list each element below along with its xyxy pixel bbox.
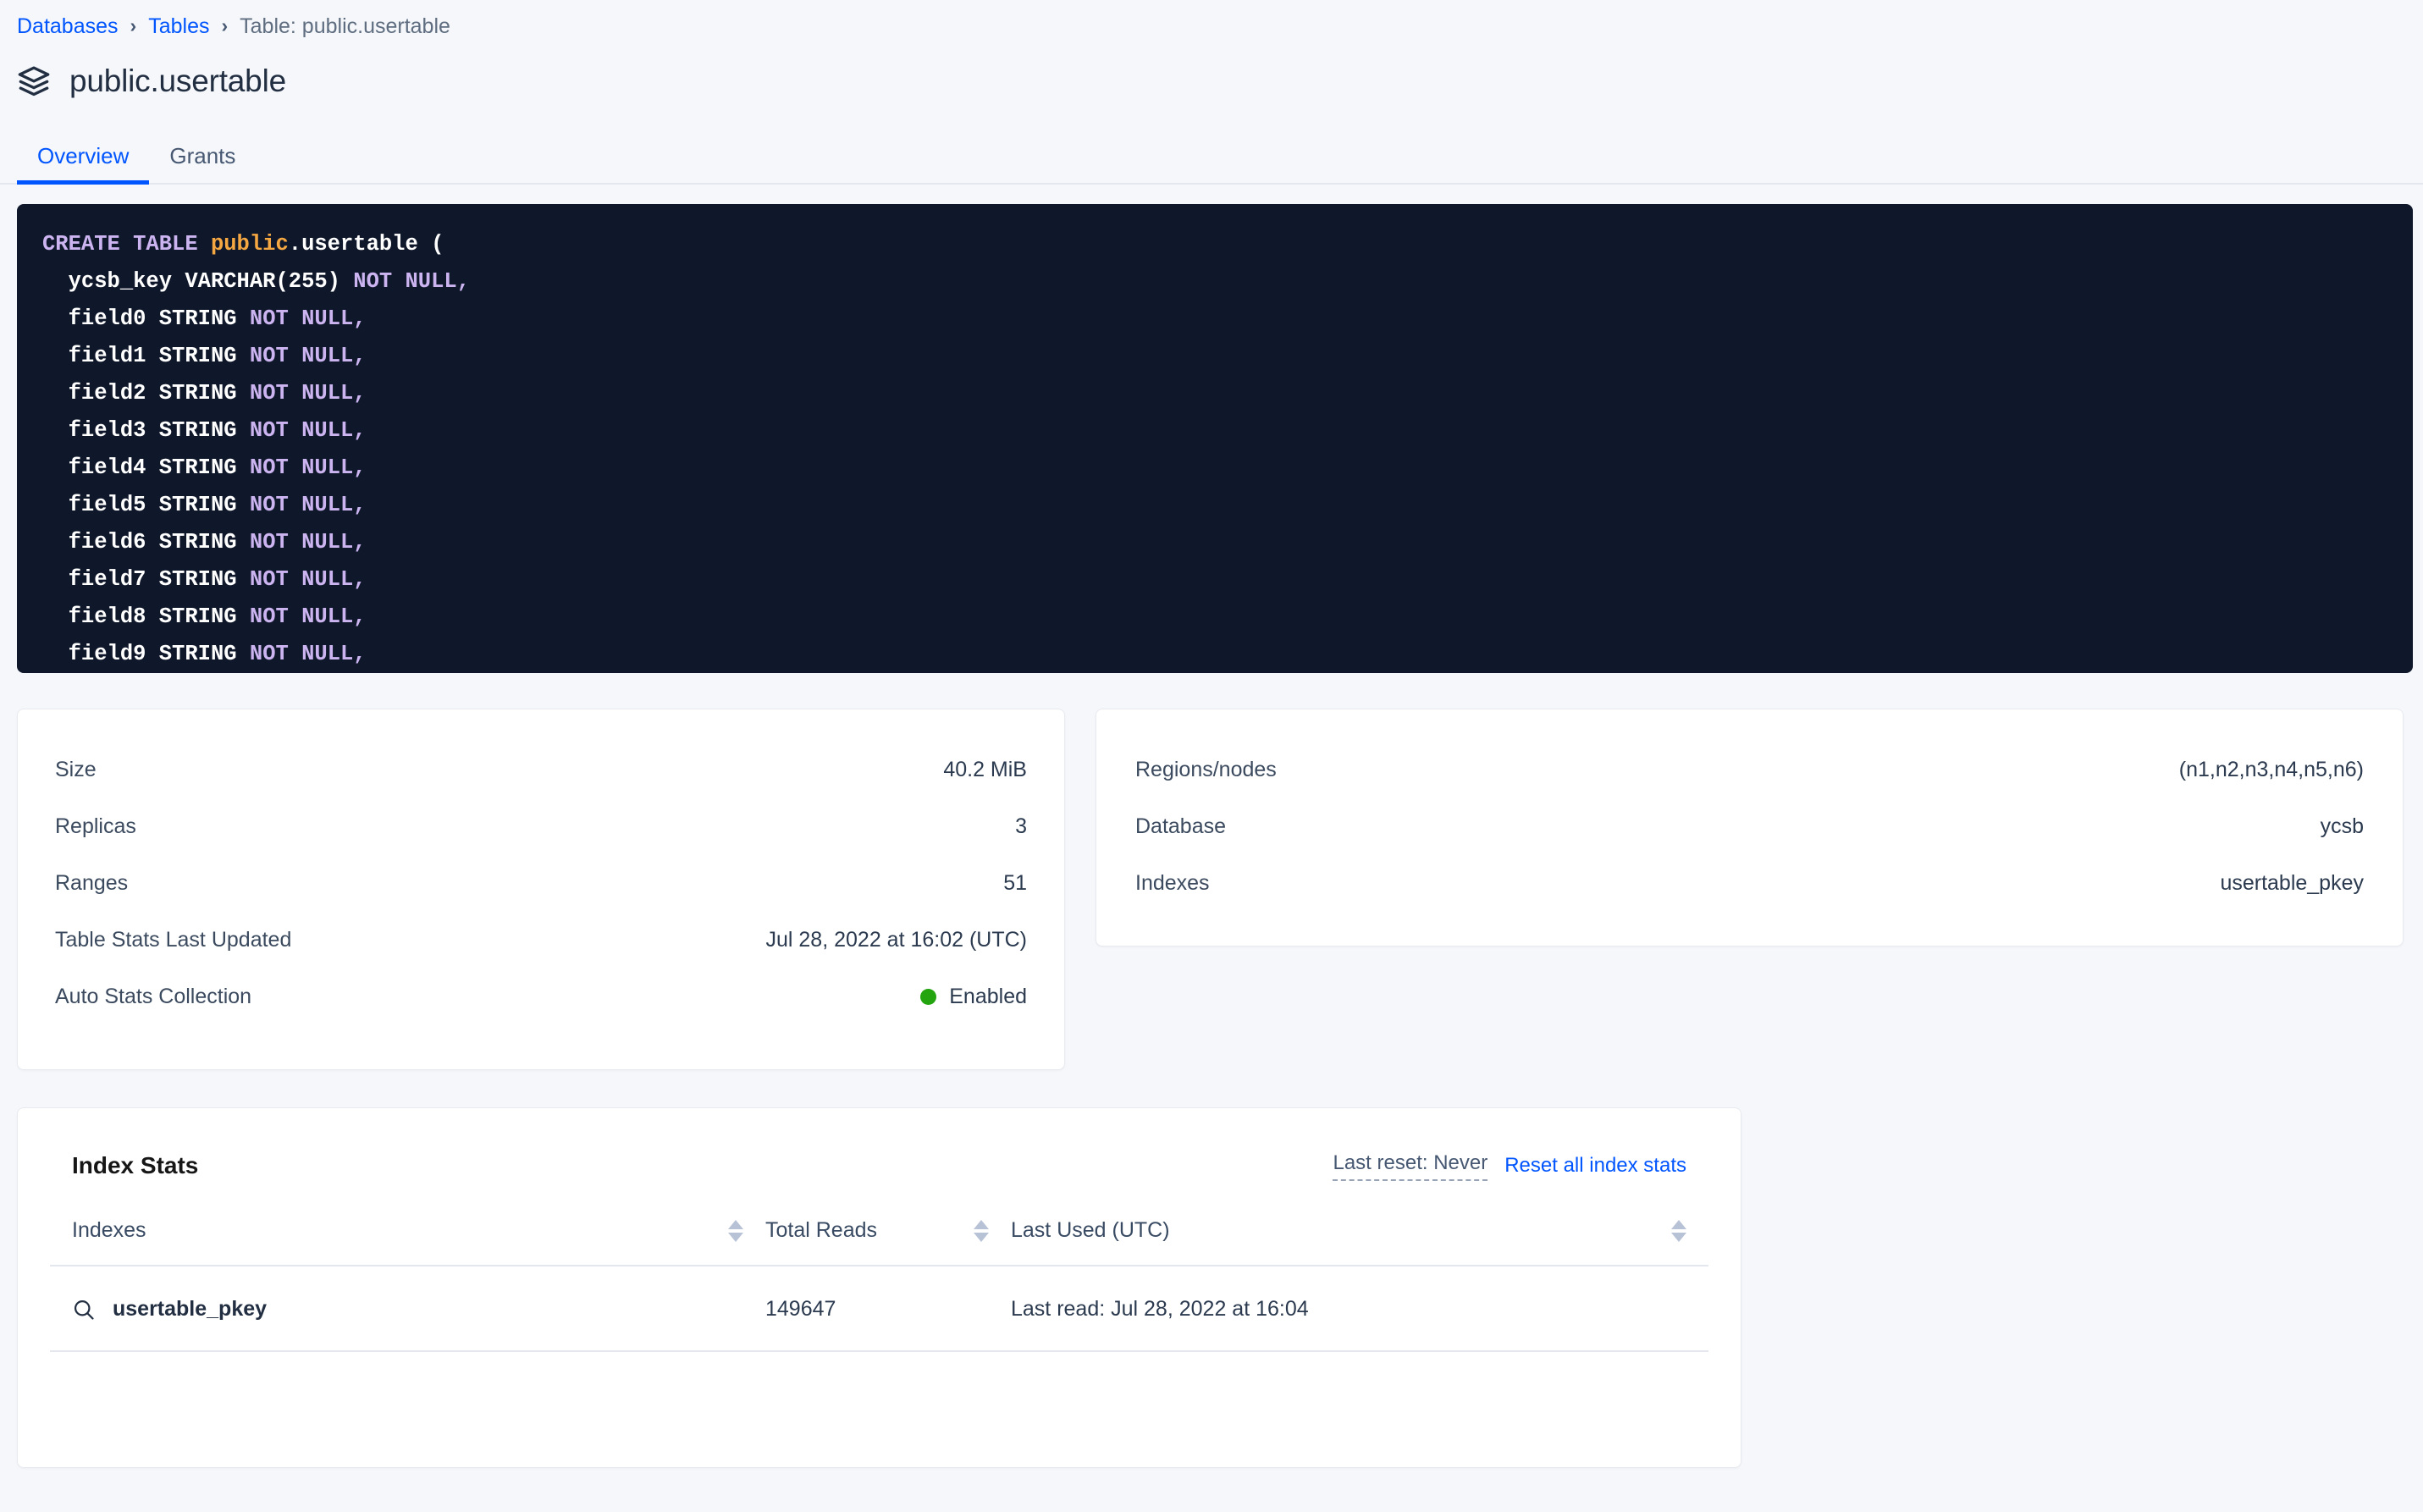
stat-label: Ranges: [55, 871, 129, 895]
column-header-indexes[interactable]: Indexes: [50, 1218, 765, 1266]
breadcrumb-item-tables[interactable]: Tables: [148, 14, 210, 38]
column-header-label: Indexes: [72, 1218, 146, 1242]
sql-column-line: field7 STRING NOT NULL,: [68, 567, 367, 592]
reset-all-index-stats-link[interactable]: Reset all index stats: [1504, 1154, 1686, 1177]
create-table-code-block: CREATE TABLE public.usertable ( ycsb_key…: [17, 204, 2413, 673]
index-stats-actions: Last reset: Never Reset all index stats: [1333, 1151, 1686, 1181]
table-header-row: Indexes Total Reads Last Used (UTC): [50, 1218, 1708, 1266]
stat-label: Table Stats Last Updated: [55, 928, 292, 952]
database-stack-icon: [17, 64, 51, 98]
stat-label: Indexes: [1135, 871, 1210, 895]
page-header: public.usertable: [0, 41, 2423, 107]
last-used-value: Last read: Jul 28, 2022 at 16:04: [1011, 1297, 1309, 1321]
stat-value: Jul 28, 2022 at 16:02 (UTC): [765, 928, 1028, 952]
stat-row-regions-nodes: Regions/nodes (n1,n2,n3,n4,n5,n6): [1135, 742, 2364, 798]
stat-value: usertable_pkey: [2220, 871, 2364, 895]
column-header-total-reads[interactable]: Total Reads: [765, 1218, 1011, 1266]
status-dot-icon: [920, 989, 937, 1005]
cell-total-reads: 149647: [765, 1266, 1011, 1352]
total-reads-value: 149647: [765, 1297, 836, 1321]
stat-value: 3: [1015, 814, 1027, 838]
column-header-last-used[interactable]: Last Used (UTC): [1011, 1218, 1708, 1266]
stat-value: 51: [1003, 871, 1027, 895]
breadcrumb-chevron-icon: ›: [130, 14, 137, 36]
stat-row-size: Size 40.2 MiB: [55, 742, 1027, 798]
stat-row-table-stats-last-updated: Table Stats Last Updated Jul 28, 2022 at…: [55, 912, 1027, 968]
column-header-label: Total Reads: [765, 1218, 878, 1242]
table-placement-card: Regions/nodes (n1,n2,n3,n4,n5,n6) Databa…: [1096, 709, 2404, 946]
index-name-link[interactable]: usertable_pkey: [113, 1297, 268, 1321]
index-stats-card: Index Stats Last reset: Never Reset all …: [17, 1107, 1741, 1468]
stat-row-replicas: Replicas 3: [55, 798, 1027, 855]
sql-column-line: field4 STRING NOT NULL,: [68, 455, 367, 480]
stat-label: Database: [1135, 814, 1227, 838]
stat-row-ranges: Ranges 51: [55, 855, 1027, 912]
cell-index-name: usertable_pkey: [50, 1266, 765, 1352]
status-badge: Enabled: [920, 985, 1027, 1009]
index-stats-header: Index Stats Last reset: Never Reset all …: [50, 1142, 1708, 1189]
cell-last-used: Last read: Jul 28, 2022 at 16:04: [1011, 1266, 1708, 1352]
tab-grants[interactable]: Grants: [169, 143, 236, 168]
sql-column-line: field8 STRING NOT NULL,: [68, 604, 367, 629]
sort-total-reads-icon[interactable]: [974, 1219, 989, 1242]
sql-column-line: field2 STRING NOT NULL,: [68, 381, 367, 406]
sql-table-name: .usertable (: [288, 232, 444, 257]
breadcrumb-item-current: Table: public.usertable: [240, 14, 450, 38]
magnifier-icon[interactable]: [72, 1298, 96, 1322]
page-title: public.usertable: [69, 63, 286, 98]
stat-value: (n1,n2,n3,n4,n5,n6): [2178, 758, 2364, 781]
stat-row-auto-stats-collection: Auto Stats Collection Enabled: [55, 968, 1027, 1025]
sql-column-line: field9 STRING NOT NULL,: [68, 642, 367, 666]
sql-column-line: ycsb_key VARCHAR(255) NOT NULL,: [68, 269, 471, 294]
index-stats-table: Indexes Total Reads Last Used (UTC): [50, 1218, 1708, 1352]
sort-last-used-icon[interactable]: [1671, 1219, 1686, 1242]
stat-row-indexes: Indexes usertable_pkey: [1135, 855, 2364, 912]
breadcrumb-chevron-icon: ›: [221, 14, 229, 36]
table-row: usertable_pkey 149647 Last read: Jul 28,…: [50, 1266, 1708, 1352]
sql-column-line: field1 STRING NOT NULL,: [68, 344, 367, 368]
sql-column-line: field6 STRING NOT NULL,: [68, 530, 367, 555]
index-stats-title: Index Stats: [72, 1152, 199, 1178]
breadcrumb-item-databases[interactable]: Databases: [17, 14, 119, 38]
sql-schema-name: public: [210, 232, 289, 257]
stat-label: Size: [55, 758, 97, 781]
stat-row-database: Database ycsb: [1135, 798, 2364, 855]
sql-column-line: field3 STRING NOT NULL,: [68, 418, 367, 443]
stat-value: 40.2 MiB: [943, 758, 1027, 781]
stat-label: Auto Stats Collection: [55, 985, 252, 1008]
create-table-statement: CREATE TABLE public.usertable ( ycsb_key…: [42, 226, 2387, 673]
sort-indexes-icon[interactable]: [728, 1219, 743, 1242]
tab-bar: Overview Grants: [0, 112, 2423, 185]
stats-cards-row: Size 40.2 MiB Replicas 3 Ranges 51 Table…: [17, 709, 2423, 1070]
stat-value: ycsb: [2320, 814, 2364, 838]
tab-overview[interactable]: Overview: [17, 143, 150, 185]
sql-column-line: field0 STRING NOT NULL,: [68, 306, 367, 331]
column-header-label: Last Used (UTC): [1011, 1218, 1170, 1242]
table-details-card: Size 40.2 MiB Replicas 3 Ranges 51 Table…: [17, 709, 1065, 1070]
stat-label: Regions/nodes: [1135, 758, 1277, 781]
stat-label: Replicas: [55, 814, 136, 838]
breadcrumb: Databases › Tables › Table: public.usert…: [0, 0, 2423, 41]
sql-column-line: field5 STRING NOT NULL,: [68, 493, 367, 517]
sql-keyword-create-table: CREATE TABLE: [42, 232, 211, 257]
status-label: Enabled: [949, 985, 1027, 1008]
last-reset-label: Last reset: Never: [1333, 1151, 1488, 1181]
